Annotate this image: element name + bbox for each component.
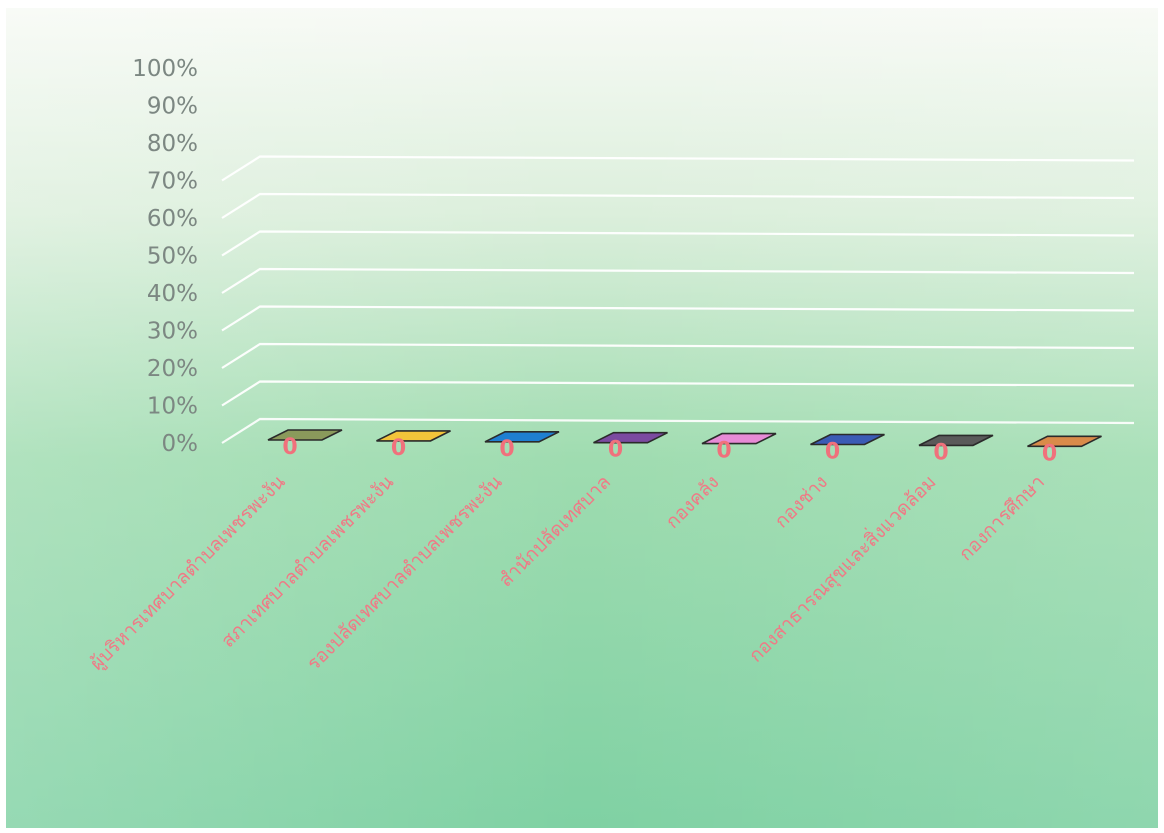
- y-tick-label: 100%: [132, 56, 198, 82]
- data-label: 0: [608, 438, 623, 463]
- data-label: 0: [1042, 441, 1057, 466]
- y-tick-label: 60%: [147, 206, 198, 232]
- y-tick-label: 20%: [147, 356, 198, 382]
- data-label: 0: [391, 436, 406, 461]
- y-tick-label: 10%: [147, 394, 198, 420]
- chart-background-sheen: [6, 8, 1158, 828]
- gridline: [221, 192, 1135, 219]
- y-tick-label: 40%: [147, 281, 198, 307]
- floor-line: [221, 417, 1135, 444]
- gridline: [221, 230, 1135, 257]
- y-tick-label: 50%: [147, 244, 198, 270]
- bar: [701, 432, 777, 445]
- y-tick-label: 70%: [147, 169, 198, 195]
- y-axis-ticks: 0% 10% 20% 30% 40% 50% 60% 70% 80% 90% 100%: [132, 56, 198, 457]
- y-tick-label: 90%: [147, 94, 198, 120]
- data-label: 0: [933, 440, 948, 465]
- bar: [376, 430, 451, 442]
- gridline: [221, 342, 1135, 369]
- y-tick-label: 30%: [147, 319, 198, 345]
- data-labels: 0 0 0 0 0 0 0 0: [282, 435, 1057, 466]
- bar: [918, 434, 994, 447]
- bar-layer: [267, 429, 1102, 448]
- bar: [267, 429, 343, 441]
- data-label: 0: [282, 435, 297, 460]
- data-label: 0: [716, 439, 731, 464]
- bar: [593, 431, 668, 444]
- data-label: 0: [499, 437, 514, 462]
- y-tick-label: 0%: [162, 431, 199, 457]
- gridline: [221, 155, 1135, 182]
- data-label: 0: [825, 440, 840, 465]
- gridline: [221, 267, 1135, 294]
- y-tick-label: 80%: [147, 131, 198, 157]
- gridline: [221, 305, 1135, 332]
- gridline: [221, 380, 1135, 407]
- bar: [810, 433, 885, 446]
- grid-layer: [221, 155, 1135, 444]
- bar: [1027, 435, 1102, 448]
- bar: [484, 431, 560, 443]
